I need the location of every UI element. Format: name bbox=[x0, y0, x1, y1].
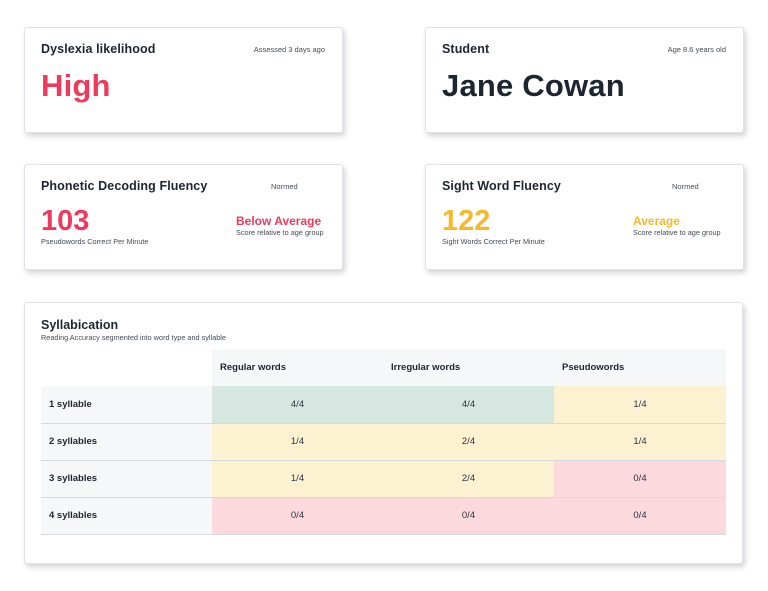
dyslexia-likelihood-card: Dyslexia likelihood Assessed 3 days ago … bbox=[24, 27, 343, 133]
table-header-row: Regular words Irregular words Pseudoword… bbox=[41, 349, 726, 386]
table-cell: 4/4 bbox=[383, 386, 554, 424]
row-header: 3 syllables bbox=[41, 460, 212, 498]
sight-category-note: Score relative to age group bbox=[633, 228, 721, 237]
column-header-regular: Regular words bbox=[212, 349, 383, 386]
sight-word-card: Sight Word Fluency Normed 122 Sight Word… bbox=[425, 164, 744, 270]
table-cell: 2/4 bbox=[383, 423, 554, 461]
sight-normed-label: Normed bbox=[672, 182, 699, 191]
syllabication-subtitle: Reading Accuracy segmented into word typ… bbox=[41, 333, 226, 342]
column-header-irregular: Irregular words bbox=[383, 349, 554, 386]
table-cell: 0/4 bbox=[554, 497, 726, 535]
dyslexia-card-title: Dyslexia likelihood bbox=[41, 42, 156, 56]
row-header: 4 syllables bbox=[41, 497, 212, 535]
student-card-title: Student bbox=[442, 42, 490, 56]
phonetic-category: Below Average bbox=[236, 214, 322, 228]
sight-category: Average bbox=[633, 214, 680, 228]
dyslexia-likelihood-value: High bbox=[41, 68, 111, 103]
phonetic-score-unit: Pseudowords Correct Per Minute bbox=[41, 237, 149, 246]
table-cell: 1/4 bbox=[554, 423, 726, 461]
table-cell: 0/4 bbox=[554, 460, 726, 498]
table-cell: 4/4 bbox=[212, 386, 383, 424]
syllabication-table: Regular words Irregular words Pseudoword… bbox=[41, 349, 726, 535]
table-row: 1 syllable 4/4 4/4 1/4 bbox=[41, 386, 726, 424]
row-header: 2 syllables bbox=[41, 423, 212, 461]
phonetic-decoding-card: Phonetic Decoding Fluency Normed 103 Pse… bbox=[24, 164, 343, 270]
column-header-pseudowords: Pseudowords bbox=[554, 349, 726, 386]
sight-score: 122 bbox=[442, 205, 491, 237]
table-cell: 1/4 bbox=[212, 423, 383, 461]
table-cell: 1/4 bbox=[554, 386, 726, 424]
table-cell: 0/4 bbox=[383, 497, 554, 535]
sight-card-title: Sight Word Fluency bbox=[442, 179, 561, 193]
student-age: Age 8.6 years old bbox=[667, 45, 726, 54]
phonetic-score: 103 bbox=[41, 205, 90, 237]
phonetic-category-note: Score relative to age group bbox=[236, 228, 324, 237]
syllabication-title: Syllabication bbox=[41, 318, 119, 332]
table-corner bbox=[41, 349, 212, 386]
table-cell: 0/4 bbox=[212, 497, 383, 535]
table-cell: 2/4 bbox=[383, 460, 554, 498]
phonetic-normed-label: Normed bbox=[271, 182, 298, 191]
row-header: 1 syllable bbox=[41, 386, 212, 424]
table-row: 3 syllables 1/4 2/4 0/4 bbox=[41, 460, 726, 498]
sight-score-unit: Sight Words Correct Per Minute bbox=[442, 237, 545, 246]
phonetic-card-title: Phonetic Decoding Fluency bbox=[41, 179, 208, 193]
table-row: 2 syllables 1/4 2/4 1/4 bbox=[41, 423, 726, 461]
student-card: Student Age 8.6 years old Jane Cowan bbox=[425, 27, 744, 133]
table-cell: 1/4 bbox=[212, 460, 383, 498]
student-name: Jane Cowan bbox=[442, 68, 625, 103]
assessed-date: Assessed 3 days ago bbox=[253, 45, 325, 54]
table-row: 4 syllables 0/4 0/4 0/4 bbox=[41, 497, 726, 535]
syllabication-card: Syllabication Reading Accuracy segmented… bbox=[24, 302, 743, 564]
